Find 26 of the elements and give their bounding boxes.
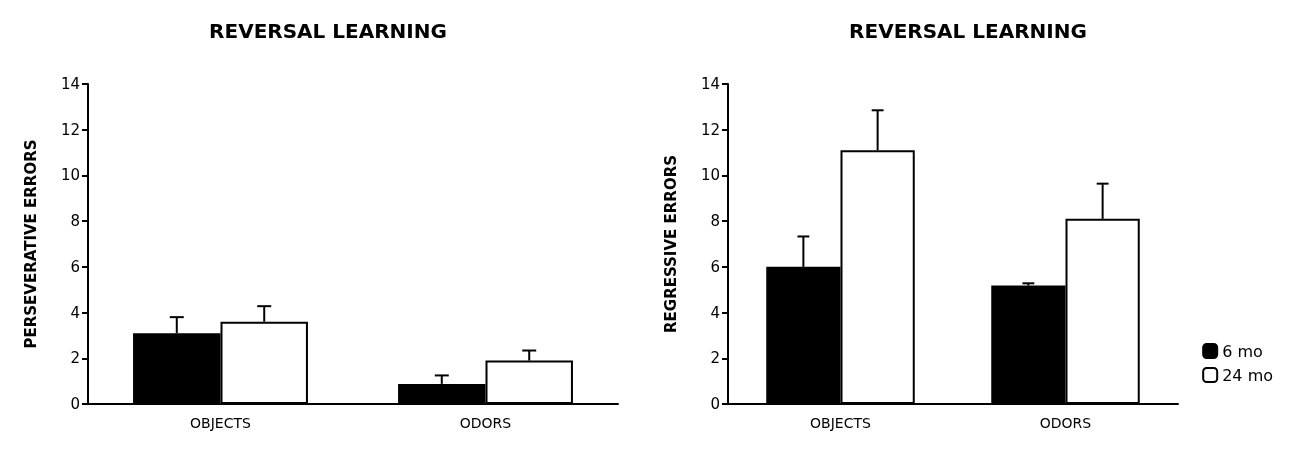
- legend-label: 24 mo: [1222, 365, 1274, 385]
- x-tick-label: ODORS: [1039, 415, 1092, 431]
- chart-title: REVERSAL LEARNING: [849, 19, 1087, 43]
- y-tick-label: 6: [710, 257, 720, 276]
- y-tick-label: 14: [700, 75, 720, 93]
- y-tick-label: 8: [70, 212, 80, 231]
- y-axis-title: REGRESSIVE ERRORS: [661, 155, 680, 333]
- y-tick-label: 0: [710, 395, 720, 413]
- y-tick-label: 4: [710, 303, 720, 322]
- y-tick-label: 12: [60, 120, 80, 139]
- y-axis-title: PERSEVERATIVE ERRORS: [21, 139, 40, 349]
- x-tick-label: OBJECTS: [190, 415, 252, 431]
- chart-title: REVERSAL LEARNING: [209, 19, 447, 43]
- y-tick-label: 12: [700, 120, 720, 139]
- x-tick-label: OBJECTS: [810, 415, 872, 431]
- y-tick-label: 4: [70, 303, 80, 322]
- y-tick-label: 2: [710, 349, 720, 368]
- y-tick-label: 0: [70, 395, 80, 413]
- y-tick-label: 2: [70, 349, 80, 368]
- x-tick-label: ODORS: [459, 415, 512, 431]
- legend-label: 6 mo: [1222, 341, 1263, 361]
- y-tick-label: 8: [710, 212, 720, 231]
- y-tick-label: 6: [70, 257, 80, 276]
- y-tick-label: 10: [60, 166, 80, 185]
- y-tick-label: 10: [700, 166, 720, 185]
- y-tick-label: 14: [60, 75, 80, 93]
